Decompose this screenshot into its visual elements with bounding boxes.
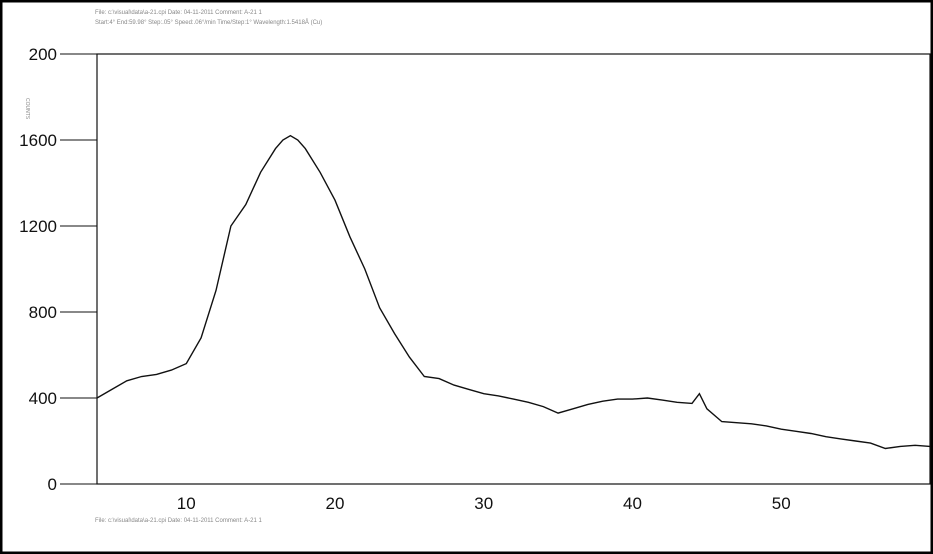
y-tick-label: 200 [29, 45, 57, 64]
y-tick-label: 400 [29, 389, 57, 408]
x-tick-label: 50 [772, 494, 791, 513]
file-header-line: File: c:\visual\data\a-21.cpi Date: 04-1… [95, 10, 262, 16]
y-tick-label: 1200 [19, 217, 57, 236]
y-tick-label: 1600 [19, 131, 57, 150]
plot-area-frame [96, 53, 931, 485]
x-tick-label: 20 [326, 494, 345, 513]
y-tick-label: 800 [29, 303, 57, 322]
scan-parameters-line: Start:4° End:59.98° Step:.05° Speed:.06°… [95, 20, 323, 26]
x-axis-ticks: 10 20 30 40 50 [177, 494, 791, 513]
x-tick-label: 30 [474, 494, 493, 513]
y-tick-label: 0 [48, 475, 57, 494]
series-line [96, 134, 931, 450]
x-tick-label: 10 [177, 494, 196, 513]
y-axis-ticks: 0 400 800 1200 1600 200 [19, 45, 97, 494]
x-tick-label: 40 [623, 494, 642, 513]
file-footer-line: File: c:\visual\data\a-21.cpi Date: 04-1… [95, 518, 262, 524]
